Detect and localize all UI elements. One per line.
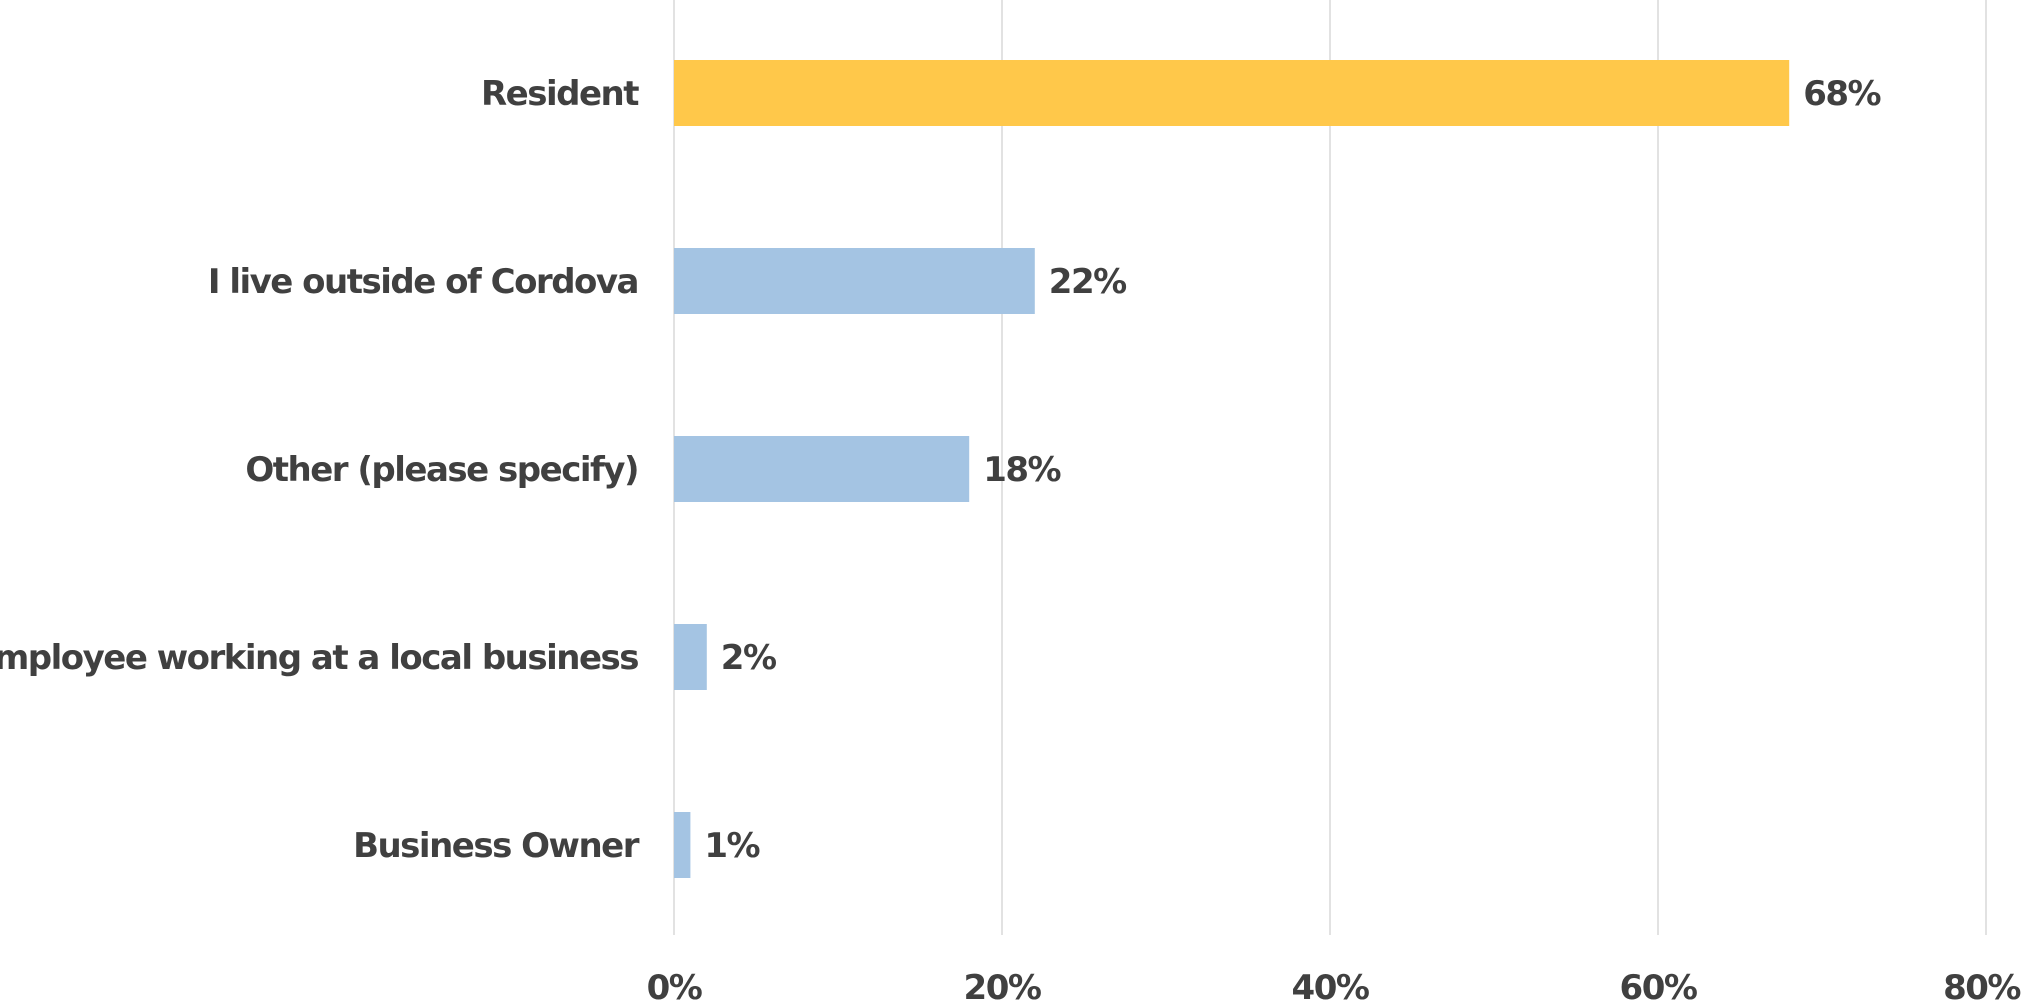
- x-axis-tick-labels: 0% 20% 40% 60% 80%: [647, 968, 2022, 1004]
- data-label: 18%: [983, 450, 1060, 490]
- bar: [674, 624, 707, 690]
- data-labels: 68% 22% 18% 2% 1%: [704, 74, 1882, 866]
- x-tick-label: 0%: [647, 968, 702, 1004]
- category-label: Employee working at a local business: [0, 638, 638, 678]
- bar: [674, 248, 1035, 314]
- data-label: 1%: [704, 826, 759, 866]
- data-label: 2%: [721, 638, 776, 678]
- bar: [674, 436, 970, 502]
- category-label: Business Owner: [353, 826, 640, 866]
- data-label: 68%: [1803, 74, 1880, 114]
- x-tick-label: 60%: [1620, 968, 1697, 1004]
- x-tick-label: 40%: [1292, 968, 1369, 1004]
- x-tick-label: 80%: [1943, 968, 2020, 1004]
- bar: [674, 60, 1790, 126]
- category-label: Resident: [481, 74, 639, 114]
- gridlines: [673, 0, 1987, 935]
- category-label: I live outside of Cordova: [208, 262, 638, 302]
- x-tick-label: 20%: [964, 968, 1041, 1004]
- bar: [674, 812, 691, 878]
- category-label: Other (please specify): [245, 450, 638, 490]
- bars: [674, 60, 1790, 878]
- category-labels: Resident I live outside of Cordova Other (…: [0, 74, 641, 866]
- data-label: 22%: [1049, 262, 1126, 302]
